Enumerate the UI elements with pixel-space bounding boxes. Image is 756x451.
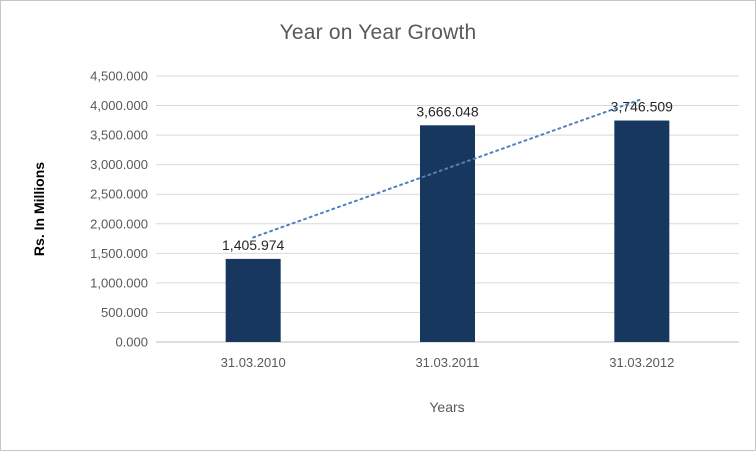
bar [614,120,670,342]
x-tick-label: 31.03.2012 [609,355,674,370]
y-tick-label: 2,500.000 [90,187,148,202]
bar-value-label: 3,666.048 [416,103,478,119]
y-tick-label: 4,000.000 [90,98,148,113]
bar [420,125,475,342]
trendline [252,98,643,239]
y-tick-label: 4,500.000 [90,69,148,84]
x-tick-label: 31.03.2010 [221,355,286,370]
chart-title: Year on Year Growth [279,21,477,44]
bar [225,258,281,342]
x-tick-label: 31.03.2011 [415,355,479,370]
x-axis-title: Years [429,399,465,415]
bar-value-label: 1,405.974 [222,237,284,253]
y-tick-label: 3,500.000 [90,128,148,143]
bar-value-label: 3,746.509 [611,99,673,115]
y-tick-label: 3,000.000 [90,157,148,172]
y-tick-label: 500.000 [101,305,148,320]
y-tick-label: 1,500.000 [90,246,148,261]
y-tick-label: 2,000.000 [90,216,148,231]
y-tick-label: 0.000 [115,335,148,350]
y-tick-label: 1,000.000 [90,275,148,290]
